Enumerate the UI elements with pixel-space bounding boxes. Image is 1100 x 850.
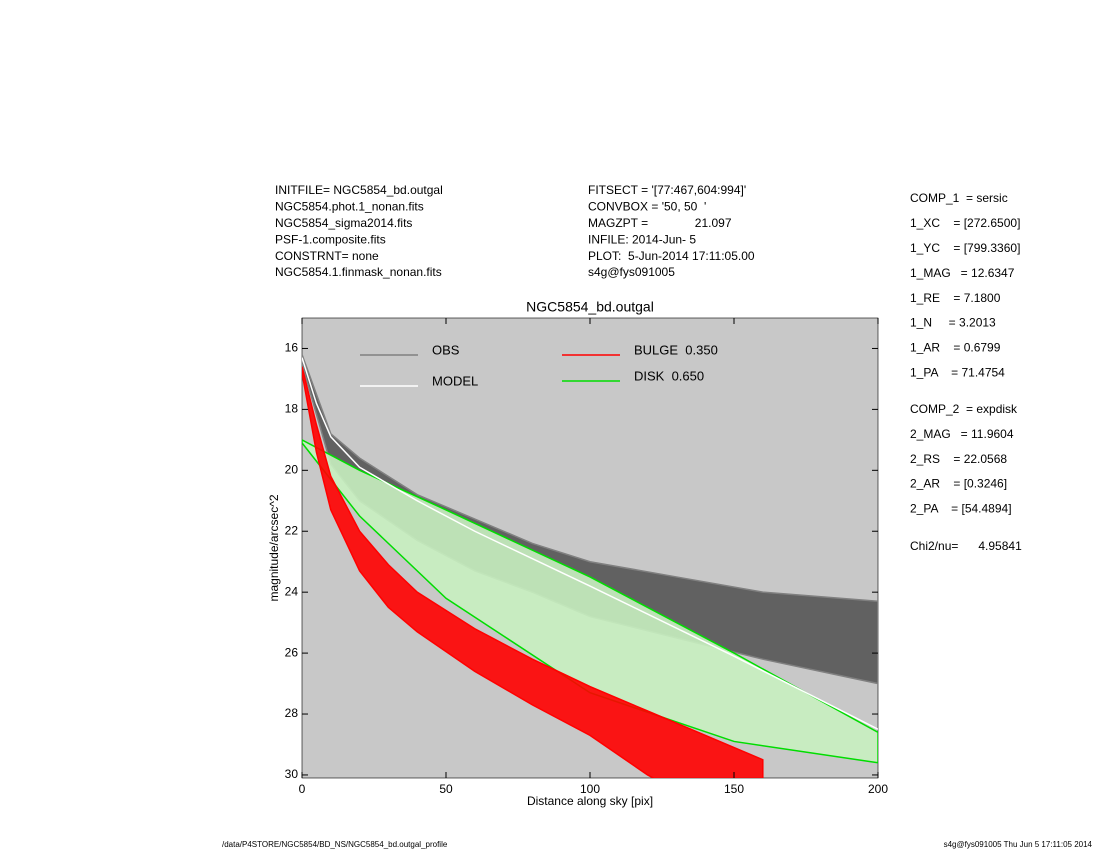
comp1-param: 1_RE = 7.1800	[910, 291, 1001, 305]
x-tick-label: 50	[439, 782, 453, 796]
header-left-line: PSF-1.composite.fits	[275, 232, 386, 246]
comp2-param: 2_PA = [54.4894]	[910, 501, 1012, 515]
comp1-param: 1_N = 3.2013	[910, 316, 996, 330]
header-middle-line: s4g@fys091005	[588, 265, 675, 279]
header-left-line: INITFILE= NGC5854_bd.outgal	[275, 183, 443, 197]
header-left-line: NGC5854_sigma2014.fits	[275, 216, 412, 230]
y-tick-label: 30	[285, 767, 299, 781]
header-middle-line: FITSECT = '[77:467,604:994]'	[588, 183, 746, 197]
header-middle-line: PLOT: 5-Jun-2014 17:11:05.00	[588, 249, 755, 263]
model-line	[302, 357, 878, 730]
x-tick-label: 100	[580, 782, 600, 796]
comp2-param: 2_AR = [0.3246]	[910, 477, 1007, 491]
x-axis-label: Distance along sky [pix]	[527, 794, 653, 808]
comp1-param: 1_YC = [799.3360]	[910, 241, 1020, 255]
y-tick-label: 26	[285, 645, 299, 659]
x-tick-label: 0	[299, 782, 306, 796]
comp2-param: COMP_2 = expdisk	[910, 402, 1018, 416]
legend-label: DISK 0.650	[634, 368, 704, 383]
x-tick-label: 150	[724, 782, 744, 796]
legend-label: MODEL	[432, 373, 478, 388]
band	[302, 366, 764, 778]
comp1-param: COMP_1 = sersic	[910, 191, 1008, 205]
comp2-param: 2_MAG = 11.9604	[910, 427, 1014, 441]
footer-right: s4g@fys091005 Thu Jun 5 17:11:05 2014	[944, 840, 1093, 849]
legend-label: OBS	[432, 342, 460, 357]
chart-title: NGC5854_bd.outgal	[526, 299, 654, 315]
y-tick-label: 16	[285, 341, 299, 355]
y-tick-label: 24	[285, 584, 299, 598]
x-tick-label: 200	[868, 782, 888, 796]
y-tick-label: 18	[285, 402, 299, 416]
y-tick-label: 28	[285, 706, 299, 720]
header-middle-line: MAGZPT = 21.097	[588, 216, 732, 230]
header-left-line: CONSTRNT= none	[275, 249, 379, 263]
y-tick-label: 20	[285, 462, 299, 476]
comp1-param: 1_PA = 71.4754	[910, 365, 1005, 379]
footer-left: /data/P4STORE/NGC5854/BD_NS/NGC5854_bd.o…	[222, 840, 448, 849]
chi-square: Chi2/nu= 4.95841	[910, 539, 1022, 553]
y-axis-label: magnitude/arcsec^2	[267, 494, 281, 601]
header-middle-line: INFILE: 2014-Jun- 5	[588, 232, 696, 246]
legend-label: BULGE 0.350	[634, 342, 718, 357]
y-tick-label: 22	[285, 523, 299, 537]
comp1-param: 1_XC = [272.6500]	[910, 216, 1020, 230]
band	[302, 439, 878, 764]
comp1-param: 1_AR = 0.6799	[910, 341, 1001, 355]
comp2-param: 2_RS = 22.0568	[910, 452, 1007, 466]
header-middle-line: CONVBOX = '50, 50 '	[588, 200, 706, 214]
header-left-line: NGC5854.phot.1_nonan.fits	[275, 200, 424, 214]
header-left-line: NGC5854.1.finmask_nonan.fits	[275, 265, 442, 279]
plot-marks	[302, 354, 878, 778]
comp1-param: 1_MAG = 12.6347	[910, 266, 1015, 280]
